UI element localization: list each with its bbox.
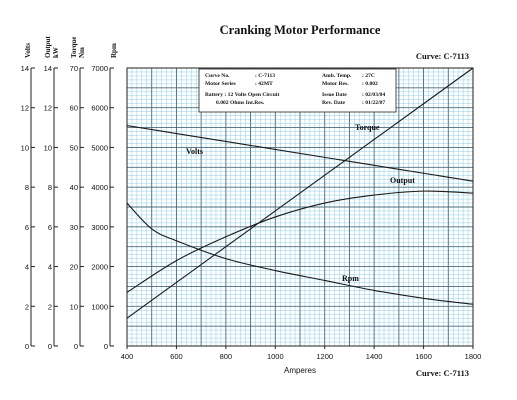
- info-box-text: Amb. Temp.: [322, 73, 352, 79]
- y-tick-label: 3000: [91, 223, 108, 232]
- y-tick-label: 40: [70, 183, 78, 192]
- y-axis-header-label: Nm: [78, 47, 86, 58]
- y-tick-label: 5000: [91, 143, 108, 152]
- y-tick-label: 8: [25, 183, 29, 192]
- series-line-torque: [126, 67, 474, 319]
- y-tick-label: 2: [25, 302, 29, 311]
- x-tick-label: 800: [220, 352, 233, 361]
- axes: 0 2 4 6 8 10 12 14 0 2 4 6 8 10 12 14 0 10 20 30 40 50 60 70 0 10…: [21, 36, 482, 361]
- y-tick-label: 0: [104, 342, 108, 351]
- plot-frame: [126, 67, 474, 347]
- y-tick-label: 2: [48, 302, 52, 311]
- x-tick-label: 1800: [465, 352, 482, 361]
- y-tick-label: 4: [48, 263, 52, 272]
- x-tick-label: 400: [121, 352, 134, 361]
- y-tick-label: 60: [70, 104, 78, 113]
- info-box: Curve No. : C-7113 Amb. Temp. : 27C Motor Se…: [198, 68, 397, 113]
- info-box-text: Battery : 12 Volts Open Circuit: [205, 92, 279, 98]
- y-tick-label: 50: [70, 143, 78, 152]
- series-line-rpm: [126, 202, 474, 305]
- y-tick-label: 14: [44, 64, 52, 73]
- y-axis-header-label: Volts: [24, 43, 32, 58]
- info-box-text: Rev. Date: [322, 100, 346, 106]
- chart-title: Cranking Motor Performance: [220, 23, 381, 37]
- y-tick-label: 14: [21, 64, 29, 73]
- y-axis-header-label: kW: [52, 47, 60, 58]
- x-tick-label: 1200: [316, 352, 333, 361]
- y-tick-label: 12: [21, 104, 29, 113]
- y-tick-label: 10: [44, 143, 52, 152]
- info-box-text: 0.002 Ohms Int.Res.: [216, 100, 265, 106]
- grid: [126, 67, 474, 347]
- y-tick-label: 1000: [91, 302, 108, 311]
- y-tick-label: 12: [44, 104, 52, 113]
- series-lines: Volts Torque Output Rpm: [126, 67, 474, 319]
- curve-label-top: Curve: C-7113: [416, 51, 469, 61]
- series-line-output: [126, 190, 474, 293]
- info-box-text: Motor Res.: [322, 81, 349, 87]
- info-box-text: : 0.002: [362, 81, 378, 87]
- info-box-text: Motor Series: [205, 81, 237, 87]
- y-tick-label: 2000: [91, 263, 108, 272]
- y-axis-header-label: Rpm: [110, 43, 118, 58]
- curve-label-bottom: Curve: C-7113: [416, 368, 469, 378]
- x-tick-label: 1000: [267, 352, 284, 361]
- info-box-text: : 01/22/87: [362, 100, 385, 106]
- y-tick-label: 8: [48, 183, 52, 192]
- x-tick-label: 600: [170, 352, 183, 361]
- y-tick-label: 20: [70, 263, 78, 272]
- y-tick-label: 6000: [91, 104, 108, 113]
- series-label-torque: Torque: [355, 123, 380, 132]
- y-tick-label: 6: [48, 223, 52, 232]
- y-tick-label: 70: [70, 64, 78, 73]
- info-box-text: : 42MT: [255, 81, 273, 87]
- series-label-volts: Volts: [186, 147, 203, 156]
- y-tick-label: 10: [70, 302, 78, 311]
- info-box-text: : C-7113: [255, 73, 275, 79]
- y-axis-header-label: Output: [44, 36, 52, 58]
- y-tick-label: 7000: [91, 64, 108, 73]
- info-box-text: Issue Date: [322, 92, 347, 98]
- y-tick-label: 0: [74, 342, 78, 351]
- x-axis-label: Amperes: [284, 366, 316, 375]
- y-tick-label: 6: [25, 223, 29, 232]
- y-tick-label: 30: [70, 223, 78, 232]
- info-box-text: : 27C: [362, 73, 375, 79]
- series-line-volts: [126, 125, 474, 182]
- y-tick-label: 10: [21, 143, 29, 152]
- x-tick-label: 1600: [415, 352, 432, 361]
- info-box-text: : 02/03/84: [362, 92, 385, 98]
- info-box-text: Curve No.: [205, 73, 230, 79]
- series-label-rpm: Rpm: [342, 274, 359, 283]
- y-tick-label: 0: [48, 342, 52, 351]
- y-tick-label: 4: [25, 263, 29, 272]
- x-tick-label: 1400: [366, 352, 383, 361]
- y-axis-header-label: Torque: [70, 37, 78, 58]
- series-label-output: Output: [390, 176, 415, 185]
- y-tick-label: 4000: [91, 183, 108, 192]
- y-tick-label: 0: [25, 342, 29, 351]
- info-box-frame: [198, 68, 397, 113]
